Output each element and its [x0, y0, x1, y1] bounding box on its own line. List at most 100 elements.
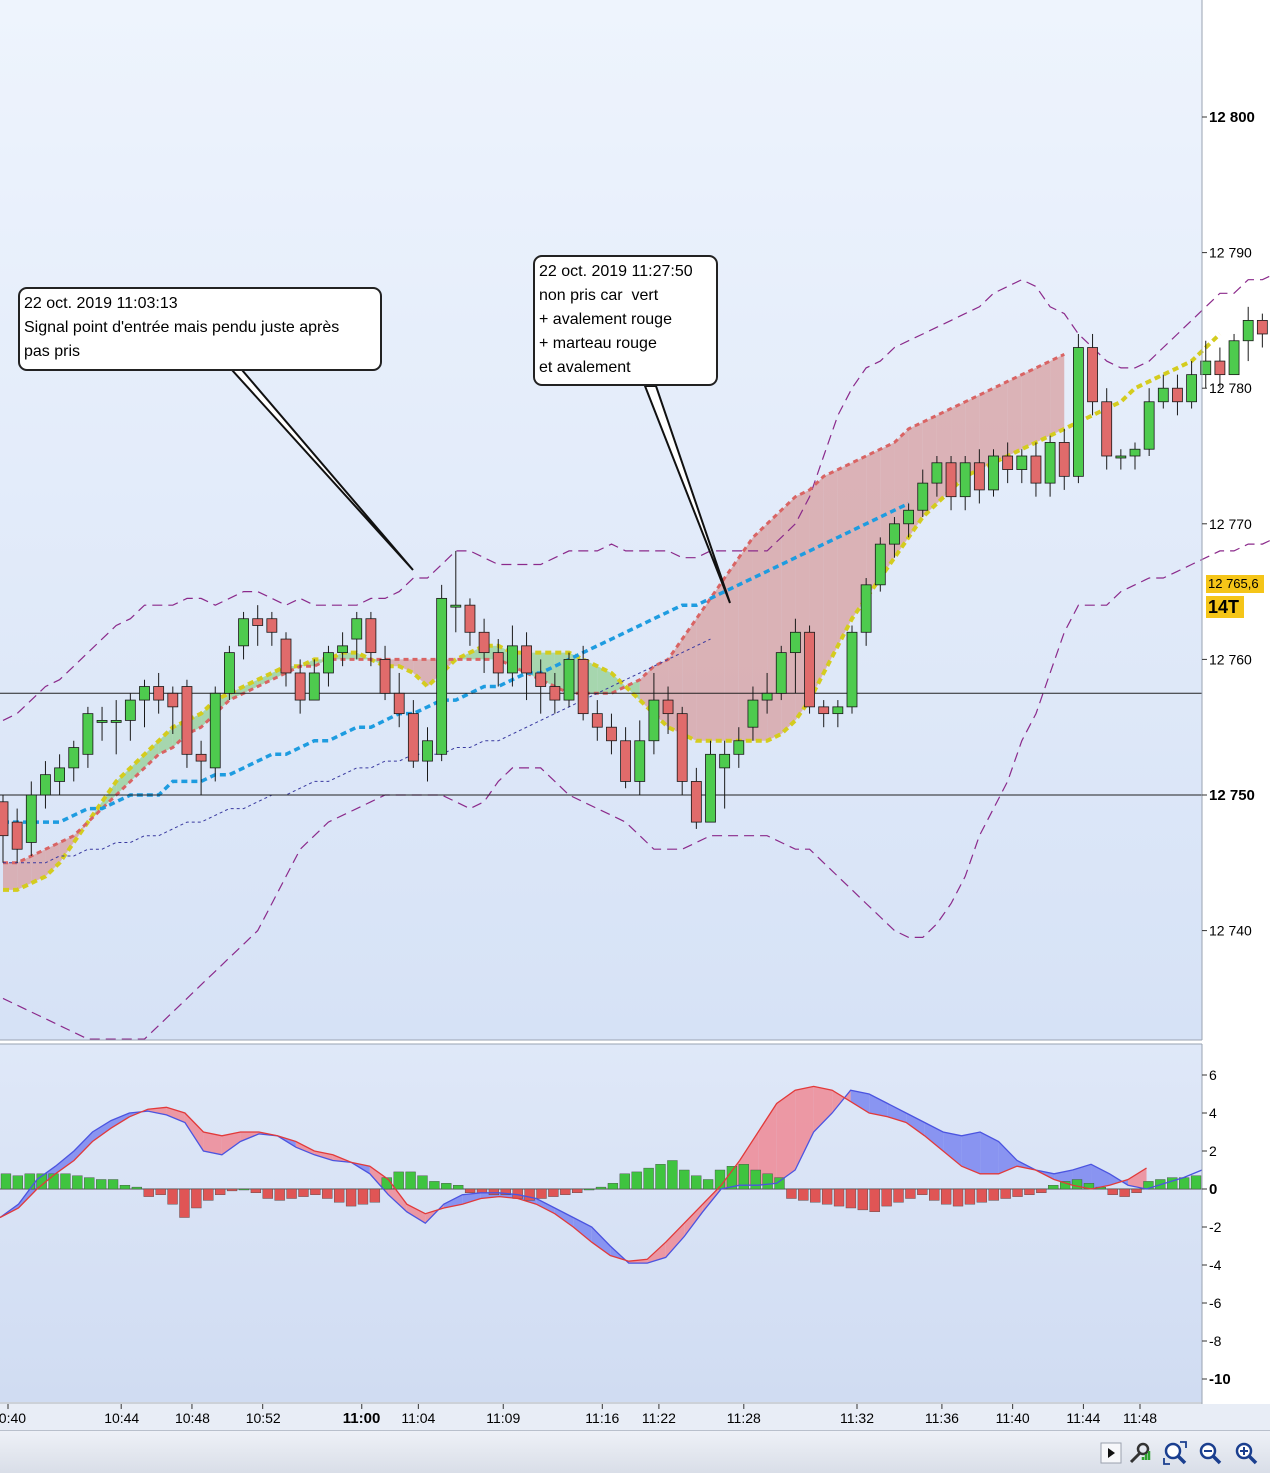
candle-body-up [110, 720, 122, 723]
candle [167, 686, 179, 734]
candle-body-up [563, 659, 575, 701]
candle-body-up [1044, 442, 1056, 484]
histogram-bar [560, 1188, 571, 1195]
cloud-segment [682, 618, 697, 741]
histogram-bar [1000, 1188, 1011, 1199]
last-price-badge: 12 765,6 [1206, 575, 1264, 593]
time-tick-label: 11:40 [996, 1410, 1030, 1426]
cloud-segment [243, 679, 258, 694]
zoom-fit-icon[interactable] [1162, 1440, 1188, 1466]
annotation-1[interactable]: 22 oct. 2019 11:03:13 Signal point d'ent… [18, 287, 382, 371]
histogram-bar [322, 1188, 333, 1199]
histogram-bar [833, 1188, 845, 1207]
timeframe-badge[interactable]: 14T [1206, 596, 1244, 618]
ma-yellow-line [3, 332, 1222, 892]
candle-body-up [238, 618, 249, 647]
candle-body-up [40, 774, 51, 796]
histogram-bar [0, 1173, 12, 1190]
macd-fill-segment [924, 1122, 944, 1151]
histogram-bar [988, 1188, 999, 1201]
macd-fill-segment [536, 1198, 555, 1214]
histogram-bar [905, 1188, 916, 1199]
annotation-2[interactable]: 22 oct. 2019 11:27:50 non pris car vert … [533, 255, 718, 386]
time-tick-label: 11:48 [1123, 1410, 1157, 1426]
histogram-bar [48, 1173, 59, 1190]
candle [1101, 388, 1113, 470]
histogram-bar [72, 1175, 83, 1190]
histogram-bar [84, 1177, 95, 1190]
wrench-chart-icon[interactable] [1127, 1440, 1153, 1466]
histogram-bar [179, 1188, 190, 1218]
histogram-bar [441, 1183, 452, 1190]
histogram-bar [655, 1164, 666, 1190]
histogram-bar [1036, 1188, 1047, 1193]
price-panel[interactable] [0, 0, 1270, 1040]
candle-body-down [0, 801, 9, 837]
macd-fill-segment [943, 1132, 962, 1167]
candle [96, 706, 108, 741]
histogram-bar [226, 1188, 238, 1192]
candle [931, 456, 943, 497]
histogram-bar [345, 1188, 357, 1207]
candle-body-up [1073, 347, 1084, 477]
candle-body-down [365, 618, 377, 654]
candle [591, 700, 603, 741]
macd-fill-segment [73, 1132, 93, 1161]
price-tick-label: 12 770 [1209, 516, 1252, 532]
macd-tick-label: 0 [1209, 1181, 1217, 1198]
candle-body-down [535, 672, 547, 687]
macd-tick-label: -6 [1209, 1295, 1222, 1311]
macd-panel[interactable] [0, 1044, 1203, 1402]
cloud-segment [738, 537, 753, 741]
candle [464, 598, 476, 646]
histogram-bar [1107, 1188, 1118, 1195]
annotation-2-line-3: + avalement rouge [539, 311, 672, 328]
candle-body-up [988, 455, 999, 491]
candle [436, 584, 448, 762]
candle [860, 578, 872, 646]
cloud-segment [696, 598, 711, 741]
histogram-bar [167, 1188, 178, 1205]
candle [1256, 313, 1268, 348]
histogram-bar [286, 1188, 297, 1199]
candle-body-up [648, 699, 660, 742]
candle-body-down [11, 821, 23, 850]
candle [973, 449, 985, 504]
histogram-bar [393, 1171, 404, 1190]
candle [606, 713, 617, 755]
cloud-segment [116, 767, 131, 795]
play-arrow-icon[interactable] [1098, 1440, 1124, 1466]
macd-red-line [0, 1085, 1147, 1262]
candle [874, 537, 886, 592]
zoom-in-icon[interactable] [1233, 1440, 1259, 1466]
cloud-segment [144, 740, 159, 768]
histogram-bar [786, 1188, 797, 1199]
histogram-bar [464, 1188, 476, 1193]
candle [506, 625, 518, 687]
candle-body-up [124, 699, 136, 721]
candle [379, 645, 391, 701]
histogram-bar [369, 1188, 381, 1203]
candle-body-up [139, 686, 150, 701]
candle-body-up [775, 652, 787, 694]
candle [747, 686, 759, 741]
histogram-bar [976, 1188, 987, 1203]
candle-body-up [747, 699, 759, 728]
candle [988, 449, 999, 497]
candle-body-down [195, 753, 207, 762]
zoom-out-icon[interactable] [1197, 1440, 1223, 1466]
candle [492, 639, 504, 687]
time-axis[interactable]: 10:40 10:44 10:48 10:52 11:00 11:04 11:09 11:16… [0, 1404, 1157, 1427]
cloud-segment [597, 666, 612, 694]
histogram-bar [238, 1188, 250, 1191]
histogram-bar [96, 1179, 107, 1190]
histogram-bar [536, 1188, 547, 1199]
candle [1115, 449, 1127, 470]
price-axis[interactable]: 12 800 12 790 12 780 12 770 12 760 12 750 12 7… [1202, 109, 1255, 939]
annotation-2-line-4: + marteau rouge [539, 335, 657, 352]
macd-axis[interactable]: 6 4 2 0 -2 -4 -6 -8 -10 [1202, 1067, 1231, 1388]
histogram-bar [929, 1188, 940, 1201]
candle [209, 686, 221, 782]
histogram-bar [429, 1181, 440, 1190]
histogram-bar [893, 1188, 904, 1203]
